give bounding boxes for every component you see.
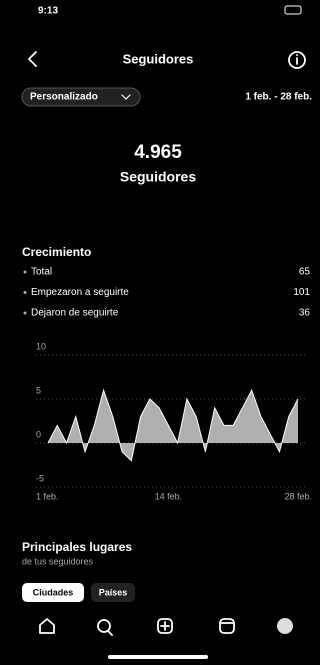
section-title: Crecimiento <box>22 245 91 259</box>
growth-label: Empezaron a seguirte <box>31 287 129 298</box>
nav-home[interactable] <box>40 619 54 633</box>
date-range: 1 feb. - 28 feb. <box>245 92 312 103</box>
range-button-label: Personalizado <box>30 92 98 103</box>
nav-bar <box>40 618 293 635</box>
bullet <box>24 271 27 274</box>
growth-value: 36 <box>299 308 311 319</box>
y-tick-label: -5 <box>36 473 44 483</box>
x-tick-label: 28 feb. <box>284 491 312 501</box>
growth-value: 65 <box>299 267 311 278</box>
nav-create[interactable] <box>158 619 172 633</box>
nav-reels[interactable] <box>220 619 234 633</box>
bullet <box>24 312 27 315</box>
status-time: 9:13 <box>38 6 58 17</box>
x-tick-label: 14 feb. <box>155 491 183 501</box>
follower-label: Seguidores <box>120 169 196 185</box>
growth-label: Dejaron de seguirte <box>31 308 119 319</box>
y-tick-label: 5 <box>36 385 41 395</box>
home-indicator <box>108 655 208 659</box>
y-tick-label: 0 <box>36 429 41 439</box>
back-button[interactable] <box>29 52 36 66</box>
follower-count: 4.965 <box>134 142 182 163</box>
x-tick-label: 1 feb. <box>36 491 59 501</box>
growth-value: 101 <box>293 287 310 298</box>
tab-label: Ciudades <box>33 587 74 597</box>
nav-search[interactable] <box>98 620 112 635</box>
section-subtitle: de tus seguidores <box>22 556 94 566</box>
page-title: Seguidores <box>123 51 194 66</box>
screen: 9:13 Seguidores Personalizado 1 feb. - 2… <box>0 0 316 665</box>
bullet <box>24 291 27 294</box>
growth-label: Total <box>31 267 52 278</box>
y-tick-label: 10 <box>36 341 46 351</box>
info-button[interactable] <box>289 52 305 68</box>
tab-label: Países <box>99 587 128 597</box>
battery <box>285 6 301 14</box>
section-title: Principales lugares <box>22 540 132 554</box>
nav-profile[interactable] <box>277 618 293 634</box>
